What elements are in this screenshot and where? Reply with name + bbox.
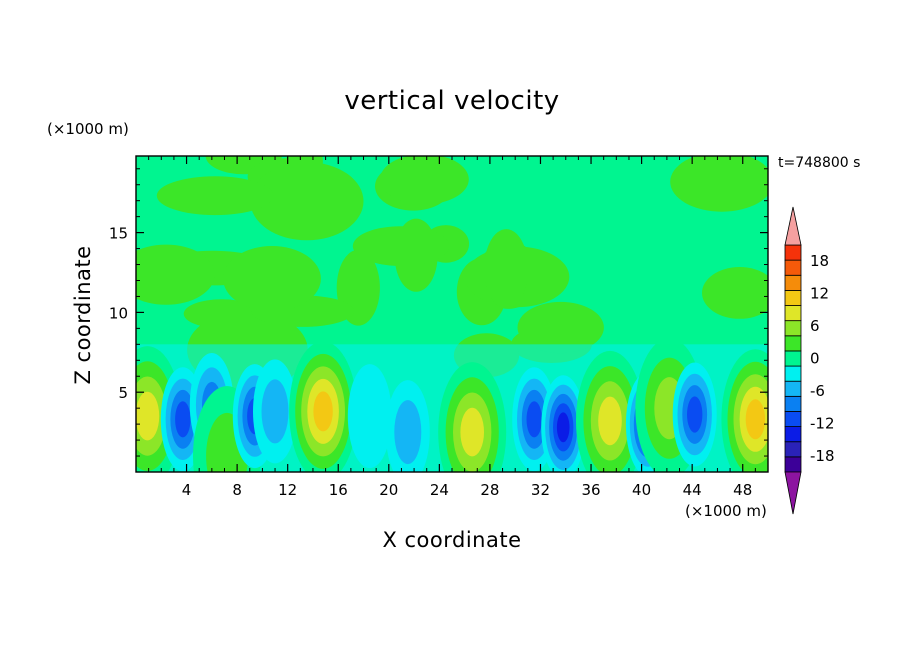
x-tick-label: 12 xyxy=(278,481,297,499)
colorbar-swatch xyxy=(784,411,802,428)
field-patch xyxy=(223,246,321,312)
colorbar-label: 6 xyxy=(810,317,820,335)
contour-cell-11 xyxy=(556,412,570,443)
contour-cell-15 xyxy=(687,396,703,433)
contour-cell-10 xyxy=(526,401,542,438)
x-axis-label: X coordinate xyxy=(382,528,522,552)
colorbar: 18 12 6 0 -6 -12 -18 xyxy=(784,206,835,515)
x-tick-label: 44 xyxy=(683,481,702,499)
x-tick-label: 40 xyxy=(632,481,651,499)
colorbar-swatch xyxy=(784,289,802,306)
x-tick-label: 8 xyxy=(232,481,242,499)
colorbar-swatch xyxy=(784,335,802,352)
field-patch xyxy=(156,176,274,216)
x-tick-label: 28 xyxy=(480,481,499,499)
x-tick-label: 16 xyxy=(329,481,348,499)
field-patch xyxy=(517,301,604,354)
colorbar-swatch xyxy=(784,305,802,322)
y-axis: 5 10 15 xyxy=(109,168,768,457)
x-tick-label: 48 xyxy=(733,481,752,499)
velocity-field xyxy=(136,156,768,472)
x-tick-label: 32 xyxy=(531,481,550,499)
contour-cell-7 xyxy=(347,364,392,469)
field-patch xyxy=(702,267,768,319)
colorbar-swatch xyxy=(784,350,802,367)
colorbar-swatch xyxy=(784,365,802,382)
y-tick-label: 5 xyxy=(118,384,128,402)
chart-title: vertical velocity xyxy=(344,86,560,116)
x-axis-multiplier: (×1000 m) xyxy=(685,502,767,520)
colorbar-swatch xyxy=(784,320,802,337)
colorbar-under-arrow xyxy=(784,471,802,515)
y-tick-label: 15 xyxy=(109,225,128,243)
colorbar-swatch xyxy=(784,259,802,276)
colorbar-label: -6 xyxy=(810,382,825,400)
y-tick-label: 10 xyxy=(109,304,128,322)
colorbar-over-arrow xyxy=(784,206,802,246)
field-patch xyxy=(183,299,261,329)
colorbar-swatch xyxy=(784,274,802,291)
contour-cell-5 xyxy=(261,379,289,444)
field-patch xyxy=(250,162,364,241)
x-tick-label: 24 xyxy=(430,481,449,499)
contour-cell-16 xyxy=(745,399,766,440)
x-tick-label: 20 xyxy=(379,481,398,499)
contour-cell-8 xyxy=(394,400,422,465)
field-patch xyxy=(670,156,768,212)
x-axis: 4 8 12 16 20 24 28 32 36 40 44 48 xyxy=(148,156,756,499)
colorbar-swatch xyxy=(784,456,802,473)
y-axis-multiplier: (×1000 m) xyxy=(47,120,129,138)
colorbar-swatch xyxy=(784,244,802,261)
colorbar-label: -12 xyxy=(810,414,835,432)
field-patch xyxy=(286,156,323,184)
x-tick-label: 36 xyxy=(581,481,600,499)
contour-cell-12 xyxy=(598,396,622,446)
field-patch xyxy=(380,156,469,205)
colorbar-swatch xyxy=(784,426,802,443)
contour-cell-6 xyxy=(313,391,333,432)
x-tick-label: 4 xyxy=(182,481,192,499)
field-patch xyxy=(484,229,529,309)
time-label: t=748800 s xyxy=(778,155,861,171)
field-patch xyxy=(352,226,450,266)
colorbar-label: -18 xyxy=(810,447,835,465)
contour-cell-9 xyxy=(460,407,485,457)
colorbar-label: 12 xyxy=(810,285,829,303)
contour-cell-1 xyxy=(175,401,191,438)
contour-cell-0 xyxy=(136,391,160,441)
colorbar-label: 18 xyxy=(810,252,829,270)
colorbar-label: 0 xyxy=(810,350,820,368)
colorbar-swatch xyxy=(784,441,802,458)
field-patch xyxy=(136,244,215,305)
colorbar-swatch xyxy=(784,380,802,397)
colorbar-swatch xyxy=(784,395,802,412)
